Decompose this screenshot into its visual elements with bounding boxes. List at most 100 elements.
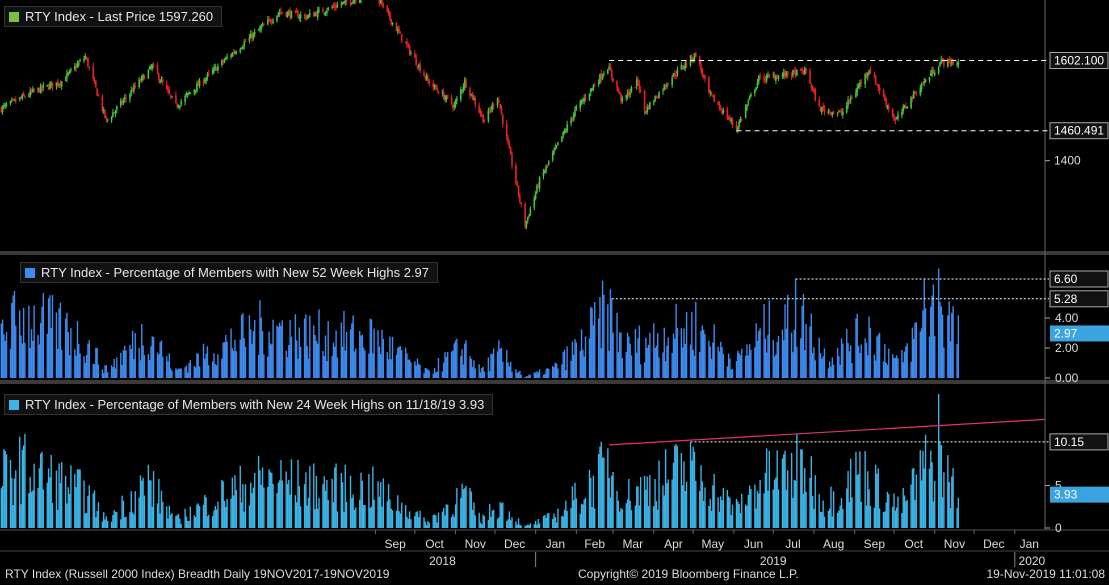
candle-body xyxy=(740,118,743,120)
candle-body xyxy=(897,114,899,119)
panel-divider[interactable] xyxy=(0,251,1109,255)
highs52-bar xyxy=(299,346,302,378)
candle-body xyxy=(270,21,273,23)
highs52-bar xyxy=(720,341,722,378)
highs24-bar xyxy=(175,515,177,528)
highs52-legend-swatch xyxy=(25,267,35,278)
candle-body xyxy=(877,84,880,89)
candle-body xyxy=(520,202,522,205)
candle-body xyxy=(529,208,532,216)
panel-divider[interactable] xyxy=(0,380,1109,384)
highs24-bar xyxy=(299,506,302,528)
candle-body xyxy=(509,148,512,155)
highs24-bar xyxy=(575,498,578,528)
candle-body xyxy=(502,114,504,124)
candle-body xyxy=(37,87,39,90)
highs24-bar xyxy=(168,505,171,528)
highs24-bar xyxy=(667,479,669,528)
highs52-legend[interactable]: RTY Index - Percentage of Members with N… xyxy=(20,262,439,283)
candle-body xyxy=(280,11,282,13)
candle-body xyxy=(322,8,324,13)
highs52-bar xyxy=(951,312,953,378)
highs52-bar xyxy=(700,330,702,378)
highs24-bar xyxy=(776,450,778,528)
highs52-bar xyxy=(695,301,697,378)
highs52-bar xyxy=(380,354,382,378)
candle-body xyxy=(952,61,954,65)
candle-body xyxy=(786,71,789,75)
highs52-bar xyxy=(1,319,4,378)
highs24-bar xyxy=(882,512,885,528)
highs52-bar xyxy=(215,365,218,378)
highs52-bar xyxy=(37,334,39,378)
candle-body xyxy=(121,100,123,104)
highs52-bar xyxy=(848,351,851,378)
candle-body xyxy=(505,123,508,137)
highs24-bar xyxy=(708,505,710,528)
highs52-bar xyxy=(802,294,805,378)
highs52-bar xyxy=(57,348,59,378)
candle-body xyxy=(341,2,344,4)
highs52-bar xyxy=(167,361,169,378)
highs24-bar xyxy=(141,480,143,528)
candle-body xyxy=(28,95,30,97)
highs24-bar xyxy=(892,506,894,528)
highs24-bar xyxy=(671,479,673,528)
highs52-bar xyxy=(561,364,563,378)
highs24-bar xyxy=(239,465,241,528)
highs52-bar xyxy=(571,341,574,378)
candle-body xyxy=(56,80,59,85)
highs52-bar xyxy=(261,330,264,378)
candle-body xyxy=(217,65,219,70)
highs52-bar xyxy=(594,301,596,378)
highs52-bar xyxy=(621,358,623,378)
candle-body xyxy=(526,217,529,221)
highs24-bar xyxy=(297,459,299,528)
highs24-bar xyxy=(536,524,538,528)
highs24-bar xyxy=(574,482,576,528)
candle-body xyxy=(924,79,927,83)
highs52-bar xyxy=(722,353,725,378)
candle-body xyxy=(818,99,820,107)
candle-body xyxy=(423,72,425,76)
highs24-bar xyxy=(470,491,472,528)
highs52-bar xyxy=(607,304,609,378)
candle-body xyxy=(14,99,17,102)
candle-body xyxy=(884,96,886,101)
highs24-bar xyxy=(848,501,851,528)
highs24-bar xyxy=(370,506,373,528)
highs24-bar xyxy=(474,515,476,528)
candle-body xyxy=(748,96,751,100)
highs24-bar xyxy=(544,515,546,528)
price-legend[interactable]: RTY Index - Last Price 1597.260 xyxy=(4,6,223,27)
highs24-bar xyxy=(395,510,398,528)
highs24-bar xyxy=(637,486,639,528)
candle-body xyxy=(499,103,501,109)
highs24-bar xyxy=(874,464,877,528)
candle-body xyxy=(866,73,869,78)
highs24-bar xyxy=(307,497,310,528)
highs24-bar xyxy=(263,487,265,528)
highs24-legend[interactable]: RTY Index - Percentage of Members with N… xyxy=(4,394,494,415)
highs24-bar xyxy=(768,450,770,528)
highs52-bar xyxy=(462,364,465,378)
highs24-bar xyxy=(259,470,261,528)
highs24-bar xyxy=(832,491,835,528)
candle-body xyxy=(928,77,931,81)
candle-body xyxy=(152,64,155,66)
candle-body xyxy=(957,62,960,65)
highs52-bar xyxy=(554,362,557,378)
candle-body xyxy=(773,75,776,80)
candle-body xyxy=(461,89,463,91)
candle-body xyxy=(12,98,14,100)
highs52-bar xyxy=(185,365,188,378)
candle-body xyxy=(822,105,824,109)
candle-body xyxy=(326,11,328,14)
highs24-bar xyxy=(819,511,822,528)
highs24-bar xyxy=(427,521,429,528)
highs24-bar xyxy=(453,516,455,528)
highs52-bar xyxy=(162,356,164,378)
highs52-bar xyxy=(351,323,353,378)
highs24-bar xyxy=(408,511,411,528)
highs24-bar xyxy=(555,522,558,528)
